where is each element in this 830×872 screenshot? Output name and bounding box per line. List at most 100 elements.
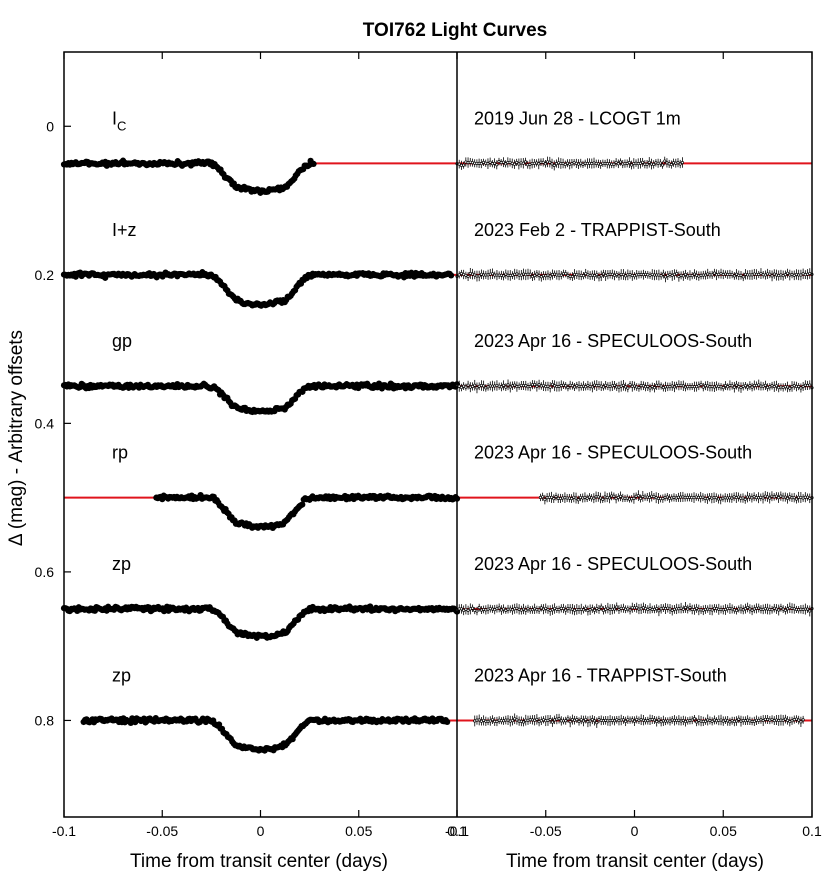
residual-point [515, 718, 519, 722]
residual-point [570, 384, 574, 388]
residual-point [501, 160, 505, 164]
residual-point [466, 274, 470, 279]
x-tick-label-left: -0.1 [52, 823, 76, 839]
residual-point [637, 386, 641, 390]
residual-point [660, 163, 665, 167]
residual-point [566, 717, 570, 721]
residual-point [537, 162, 541, 166]
residual-point [785, 496, 790, 500]
residual-point [781, 718, 785, 722]
residual-point [668, 607, 672, 611]
residual-point [714, 496, 718, 500]
residual-point [783, 608, 787, 612]
residual-point [683, 605, 688, 610]
residual-point [590, 607, 594, 611]
x-axis-label-left: Time from transit center (days) [130, 851, 388, 872]
residual-point [783, 273, 787, 277]
y-tick-label: 0.2 [35, 267, 55, 283]
residual-point [797, 718, 801, 722]
residual-point [577, 719, 581, 724]
residual-point [614, 160, 618, 164]
residual-point [743, 384, 747, 388]
residual-point [676, 161, 680, 165]
residual-point [607, 496, 611, 500]
filter-label: gp [112, 331, 132, 351]
residual-point [593, 719, 597, 723]
data-point [444, 718, 451, 726]
residual-point [595, 721, 599, 725]
residual-point [612, 383, 617, 387]
residual-point [710, 608, 714, 612]
residual-point [697, 384, 701, 388]
residual-point [552, 163, 556, 167]
residual-point [721, 386, 725, 390]
y-axis-label: Δ (mag) - Arbitrary offsets [6, 330, 27, 546]
residual-point [535, 272, 539, 276]
residual-point [636, 494, 640, 498]
residual-point [590, 718, 594, 722]
residual-point [470, 384, 475, 388]
residual-point [645, 162, 649, 166]
observation-label: 2023 Apr 16 - SPECULOOS-South [474, 554, 752, 574]
residual-point [515, 272, 519, 276]
residual-point [548, 717, 552, 722]
residual-point [502, 607, 506, 611]
residual-point [475, 386, 479, 390]
residual-point [692, 608, 696, 612]
residual-point [548, 385, 552, 389]
residual-point [537, 273, 541, 278]
residual-point [619, 494, 623, 498]
residual-point [584, 717, 588, 722]
x-tick-label-right: 0 [631, 823, 639, 839]
residual-point [595, 273, 599, 277]
residual-point [806, 607, 810, 611]
residual-point [599, 274, 603, 278]
residual-point [522, 607, 526, 611]
residual-point [735, 608, 739, 613]
residual-point [543, 498, 547, 502]
x-tick-label-right: 0.05 [710, 823, 737, 839]
residual-point [786, 385, 790, 389]
residual-point [792, 496, 796, 500]
residual-point [601, 497, 605, 501]
residual-point [710, 273, 714, 277]
x-tick-label-left: 0 [257, 823, 265, 839]
residual-point [703, 719, 708, 723]
observation-label: 2023 Feb 2 - TRAPPIST-South [474, 220, 721, 240]
residual-point [690, 718, 694, 722]
residual-point [746, 605, 750, 610]
model-curve [83, 719, 457, 751]
residual-point [490, 272, 495, 276]
residual-point [564, 384, 568, 388]
residual-point [581, 719, 586, 723]
residual-point [788, 386, 792, 390]
residual-point [564, 719, 568, 723]
residual-point [581, 608, 586, 612]
residual-point [621, 272, 625, 277]
residual-point [488, 719, 492, 723]
residual-point [495, 719, 499, 724]
residual-point [743, 607, 747, 611]
residual-point [513, 383, 517, 387]
residual-point [570, 274, 574, 279]
residual-point [743, 497, 747, 501]
residual-point [557, 608, 561, 612]
residual-point [770, 274, 774, 278]
residual-point [502, 383, 506, 387]
residual-point [701, 495, 705, 499]
residual-point [477, 606, 481, 610]
residual-point [601, 272, 605, 276]
residual-point [663, 159, 667, 163]
residual-point [786, 271, 790, 275]
residual-point [616, 162, 620, 166]
residual-point [768, 496, 772, 500]
residual-point [774, 384, 779, 388]
residual-point [593, 608, 597, 612]
residual-point [624, 719, 628, 723]
residual-point [457, 273, 461, 277]
residual-point [746, 385, 750, 389]
residual-point [548, 274, 552, 278]
model-curve [64, 496, 457, 528]
residual-point [632, 496, 636, 500]
